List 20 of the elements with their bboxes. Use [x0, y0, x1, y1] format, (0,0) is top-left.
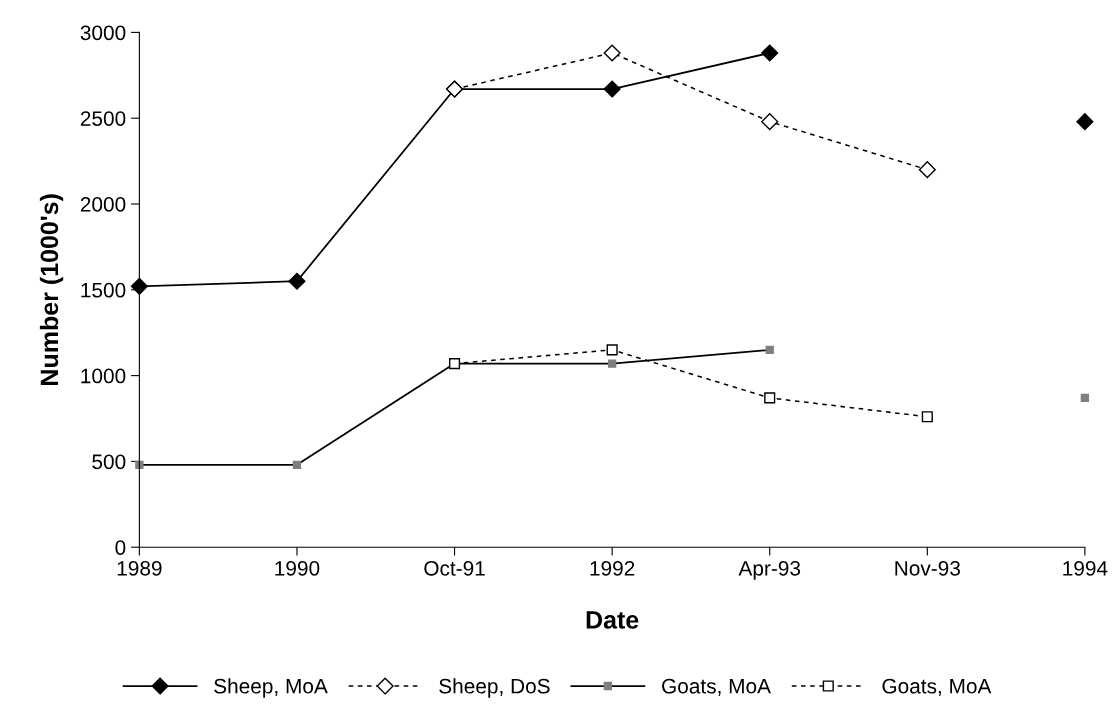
y-axis-title: Number (1000's)	[39, 194, 64, 385]
x-tick-label: 1992	[590, 560, 635, 576]
legend-label: Goats, MoA	[662, 678, 771, 696]
y-tick-label: 2000	[80, 197, 126, 212]
y-tick-label: 1500	[81, 282, 126, 298]
x-tick-label: 1994	[1063, 560, 1108, 576]
legend-label: Sheep, MoA	[214, 678, 328, 698]
y-tick-label: 0	[115, 540, 126, 555]
x-axis-title: Date	[586, 611, 639, 629]
legend-label: Goats, MoA	[882, 678, 992, 696]
x-tick-label: Oct-91	[424, 560, 485, 576]
y-tick-label: 500	[92, 454, 126, 470]
legend-label: Sheep, DoS	[439, 678, 550, 698]
x-tick-label: Nov-93	[895, 560, 960, 576]
y-tick-label: 3000	[80, 25, 126, 41]
x-tick-label: 1990	[275, 560, 320, 576]
y-tick-label: 1000	[81, 368, 126, 384]
y-tick-label: 2500	[80, 111, 126, 126]
x-tick-label: Apr-93	[738, 560, 801, 580]
x-tick-label: 1989	[117, 560, 162, 576]
